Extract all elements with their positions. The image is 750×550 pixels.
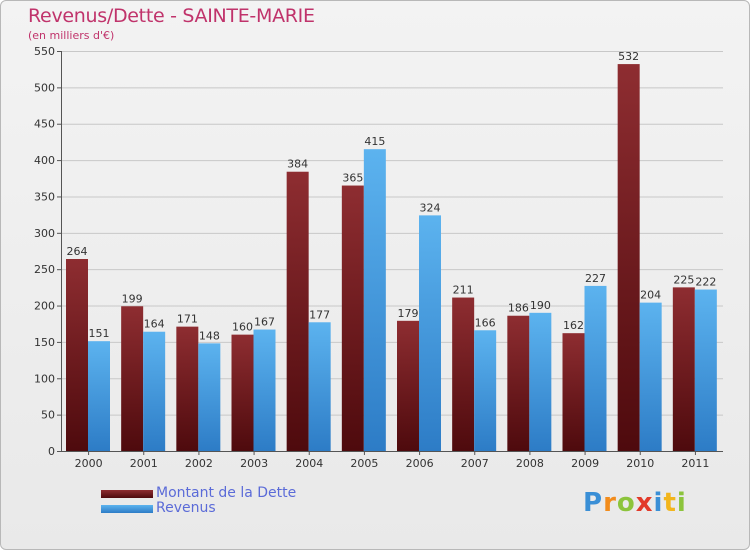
legend-swatch-revenus <box>101 505 153 513</box>
y-tick-label: 350 <box>34 190 55 203</box>
bar-dette-2000 <box>66 259 88 451</box>
data-label-revenus-2004: 177 <box>309 308 330 321</box>
legend-item-revenus: Revenus <box>101 500 361 517</box>
data-label-dette-2006: 179 <box>398 307 419 320</box>
data-label-revenus-2009: 227 <box>585 272 606 285</box>
bar-dette-2004 <box>286 171 309 451</box>
bar-revenus-2009 <box>584 285 607 451</box>
y-tick-label: 550 <box>34 45 55 58</box>
bar-revenus-2005 <box>363 149 386 451</box>
chart-title: Revenus/Dette - SAINTE-MARIE <box>28 5 315 27</box>
bar-dette-2007 <box>452 297 475 451</box>
bar-dette-2008 <box>507 315 530 451</box>
y-tick-label: 400 <box>34 154 55 167</box>
logo-letter: P <box>583 488 604 518</box>
y-tick-label: 500 <box>34 81 55 94</box>
bar-dette-2006 <box>397 320 419 451</box>
y-tick-label: 100 <box>34 372 55 385</box>
bar-revenus-2000 <box>88 341 110 451</box>
y-tick-label: 0 <box>48 445 55 458</box>
bar-dette-2002 <box>176 326 199 451</box>
bar-revenus-2003 <box>253 329 276 451</box>
data-label-dette-2002: 171 <box>177 313 198 326</box>
logo-letter: t <box>663 488 677 518</box>
x-tick-label: 2007 <box>461 457 489 470</box>
legend: Montant de la Dette Revenus <box>101 485 361 517</box>
y-tick-label: 250 <box>34 263 55 276</box>
y-tick-label: 200 <box>34 300 55 313</box>
logo-letter: x <box>635 488 654 518</box>
y-tick-label: 150 <box>34 336 55 349</box>
legend-swatch-dette <box>101 490 153 498</box>
data-label-dette-2007: 211 <box>453 284 474 297</box>
x-tick-label: 2004 <box>295 457 323 470</box>
bar-revenus-2011 <box>694 289 717 451</box>
data-label-dette-2009: 162 <box>563 319 584 332</box>
bar-dette-2011 <box>672 287 695 451</box>
logo-letter: i <box>676 488 687 518</box>
data-label-dette-2008: 186 <box>508 302 529 315</box>
chart-subtitle: (en milliers d'€) <box>28 29 115 42</box>
bar-revenus-2004 <box>308 322 331 451</box>
data-label-dette-2003: 160 <box>232 321 253 334</box>
logo-letter: i <box>653 488 664 518</box>
bar-dette-2010 <box>617 64 640 451</box>
data-label-dette-2001: 199 <box>122 292 143 305</box>
x-tick-label: 2008 <box>516 457 544 470</box>
logo-letter: o <box>616 488 636 518</box>
data-label-dette-2010: 532 <box>618 50 639 63</box>
bar-revenus-2008 <box>529 312 552 451</box>
legend-label-dette: Montant de la Dette <box>156 485 297 501</box>
data-label-dette-2011: 225 <box>673 273 694 286</box>
y-tick-label: 450 <box>34 118 55 131</box>
bar-revenus-2007 <box>474 330 497 451</box>
bar-dette-2001 <box>121 306 144 451</box>
x-tick-label: 2010 <box>626 457 654 470</box>
bar-revenus-2002 <box>198 343 221 451</box>
data-label-revenus-2001: 164 <box>144 318 165 331</box>
data-label-revenus-2008: 190 <box>530 299 551 312</box>
data-label-revenus-2007: 166 <box>475 316 496 329</box>
bar-dette-2003 <box>231 334 254 451</box>
y-tick-label: 50 <box>41 409 55 422</box>
data-label-revenus-2006: 324 <box>420 201 441 214</box>
data-label-revenus-2005: 415 <box>364 135 385 148</box>
bar-dette-2005 <box>341 185 364 451</box>
data-label-dette-2005: 365 <box>342 172 363 185</box>
bar-revenus-2010 <box>639 302 662 451</box>
data-label-revenus-2002: 148 <box>199 329 220 342</box>
x-tick-label: 2009 <box>571 457 599 470</box>
x-tick-label: 2001 <box>130 457 158 470</box>
x-tick-label: 2002 <box>185 457 213 470</box>
bar-revenus-2006 <box>419 215 441 451</box>
data-label-revenus-2000: 151 <box>89 327 110 340</box>
x-tick-label: 2000 <box>75 457 103 470</box>
data-label-revenus-2010: 204 <box>640 289 661 302</box>
x-tick-label: 2003 <box>240 457 268 470</box>
y-tick-label: 300 <box>34 227 55 240</box>
x-tick-label: 2011 <box>681 457 709 470</box>
legend-item-dette: Montant de la Dette <box>101 485 361 502</box>
data-label-revenus-2003: 167 <box>254 316 275 329</box>
x-tick-label: 2006 <box>406 457 434 470</box>
proxiti-logo: Proxiti <box>583 488 687 518</box>
bar-dette-2009 <box>562 333 585 451</box>
data-label-dette-2004: 384 <box>287 158 308 171</box>
logo-letter: r <box>603 488 617 518</box>
data-label-dette-2000: 264 <box>67 245 88 258</box>
legend-label-revenus: Revenus <box>156 500 216 516</box>
x-tick-label: 2005 <box>350 457 378 470</box>
data-label-revenus-2011: 222 <box>695 276 716 289</box>
bar-revenus-2001 <box>143 331 166 451</box>
